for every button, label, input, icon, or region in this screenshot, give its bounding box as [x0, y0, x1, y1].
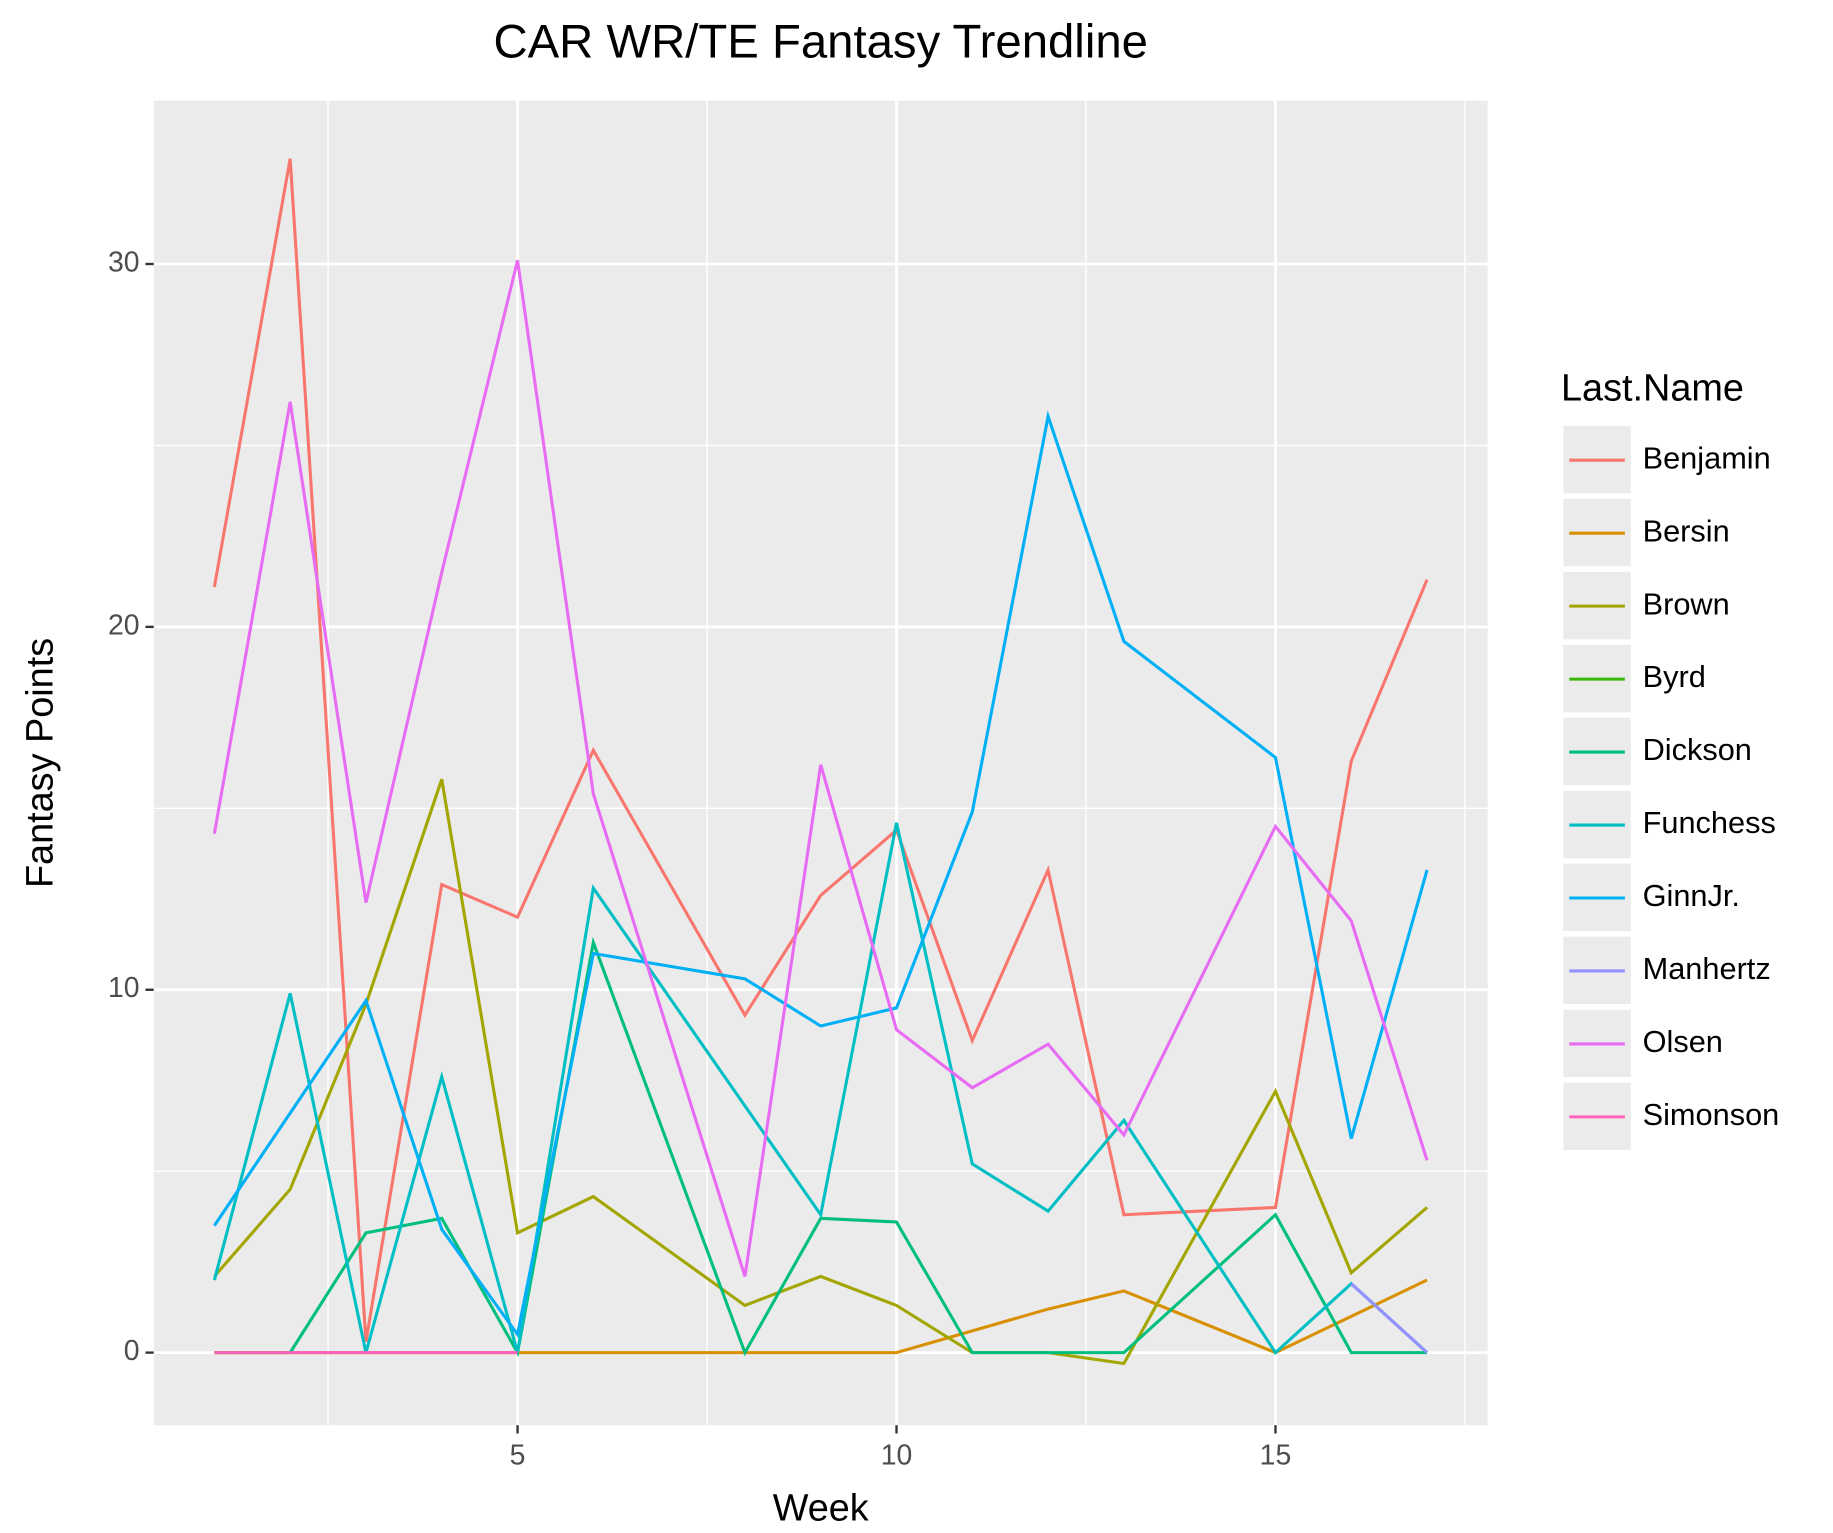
y-tick-label: 30	[108, 247, 140, 279]
legend-label: Brown	[1643, 586, 1730, 621]
legend-label: Bersin	[1643, 513, 1730, 548]
x-axis-title: Week	[773, 1487, 869, 1529]
legend-label: Simonson	[1643, 1097, 1780, 1132]
y-tick-label: 20	[108, 609, 140, 641]
legend-label: GinnJr.	[1643, 878, 1740, 913]
legend-label: Benjamin	[1643, 440, 1771, 475]
legend-label: Byrd	[1643, 659, 1706, 694]
legend-title: Last.Name	[1561, 367, 1744, 409]
x-tick-label: 10	[881, 1440, 913, 1472]
series-line	[213, 410, 1429, 1339]
series-line	[212, 260, 1429, 1277]
y-axis-title: Fantasy Points	[20, 638, 62, 888]
series-line	[213, 778, 1429, 1366]
series-line	[212, 158, 1429, 1342]
chart-title: CAR WR/TE Fantasy Trendline	[493, 16, 1147, 69]
legend-label: Dickson	[1643, 732, 1752, 767]
legend-label: Manhertz	[1643, 951, 1771, 986]
series-line	[1350, 1282, 1429, 1354]
plot-panel	[153, 100, 1488, 1426]
x-tick-label: 5	[510, 1440, 526, 1472]
series-line	[212, 822, 1429, 1355]
x-tick-label: 15	[1260, 1440, 1292, 1472]
y-tick-label: 0	[124, 1335, 140, 1367]
legend-label: Funchess	[1643, 805, 1776, 840]
series-line	[288, 936, 1428, 1358]
legend-label: Olsen	[1643, 1024, 1723, 1059]
y-tick-label: 10	[108, 972, 140, 1004]
